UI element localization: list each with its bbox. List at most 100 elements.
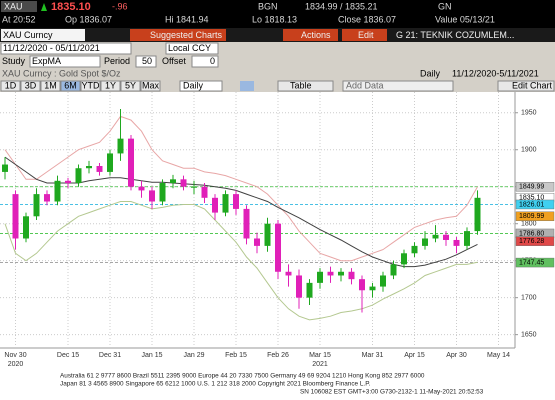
- period-button[interactable]: [60, 80, 81, 92]
- close: Close 1836.07: [338, 14, 396, 24]
- period-button-label: 1M: [44, 80, 57, 90]
- candle-body: [317, 271, 323, 283]
- candle-body: [390, 264, 397, 276]
- price-label: 1776.28: [519, 238, 544, 245]
- candle-body: [149, 190, 155, 202]
- offset-input[interactable]: [191, 55, 219, 68]
- time: At 20:52: [2, 14, 36, 24]
- ticker: XAU: [4, 1, 23, 11]
- period-button[interactable]: [80, 80, 101, 92]
- period-input[interactable]: [135, 55, 157, 68]
- candle-body: [348, 271, 355, 280]
- x-tick-label: Apr 30: [446, 352, 467, 359]
- high: Hi 1841.94: [165, 14, 209, 24]
- price-label-box: [515, 199, 555, 210]
- footer-line: SN 106082 EST GMT+3:00 G730-2132-1 11-Ma…: [300, 389, 484, 396]
- period-button[interactable]: [100, 80, 121, 92]
- x-tick-label: Mar 15: [309, 352, 331, 359]
- price-label: 1747.45: [519, 259, 544, 266]
- period-button[interactable]: [0, 80, 21, 92]
- candle-body: [170, 179, 176, 184]
- bid-ask: 1834.99 / 1835.21: [305, 1, 378, 11]
- price-label: 1835.10: [519, 195, 544, 202]
- candle-body: [65, 180, 71, 184]
- footer-line: Australia 61 2 9777 8600 Brazil 5511 239…: [60, 373, 425, 380]
- range-caption: 11/12/2020-5/11/2021: [452, 68, 539, 78]
- tool-button[interactable]: [240, 81, 254, 91]
- footer-line: Japan 81 3 4565 8900 Singapore 65 6212 1…: [60, 381, 371, 388]
- period-button-label: YTD: [82, 80, 101, 90]
- candle-body: [201, 186, 208, 198]
- candle-body: [222, 194, 229, 213]
- add-data-input[interactable]: [342, 80, 454, 92]
- candle-body: [380, 275, 386, 287]
- value-date: Value 05/13/21: [435, 14, 495, 24]
- period-button-label: 5Y: [125, 80, 136, 90]
- x-tick-label: Jan 29: [183, 352, 204, 359]
- candle-body: [327, 271, 334, 276]
- ticker-box[interactable]: [1, 1, 37, 12]
- period-label: Period: [104, 56, 130, 66]
- x-tick-label: Nov 30: [4, 352, 26, 359]
- offset-label: Offset: [162, 56, 186, 66]
- price-label-box: [515, 236, 555, 246]
- period-button[interactable]: [40, 80, 61, 92]
- candle-body: [75, 168, 82, 184]
- candle-body: [264, 223, 271, 246]
- currency-select[interactable]: [165, 42, 219, 55]
- candle-body: [243, 208, 250, 239]
- candle-body: [12, 194, 19, 239]
- candle-body: [96, 166, 103, 172]
- indicator-line: [4, 156, 478, 268]
- frequency-select[interactable]: [179, 80, 223, 92]
- menu-button[interactable]: [283, 29, 338, 41]
- candle-body: [180, 179, 187, 187]
- indicator-line: [4, 115, 478, 262]
- table-button[interactable]: [277, 80, 334, 92]
- last-price: 1835.10: [51, 1, 91, 13]
- price-label-box: [515, 211, 555, 222]
- candle-body: [23, 216, 29, 239]
- candle-body: [453, 239, 460, 246]
- table-label: Table: [290, 80, 312, 90]
- candle-body: [443, 234, 449, 240]
- candle-body: [212, 197, 218, 213]
- x-tick-label: May 14: [487, 352, 510, 359]
- period-button-label: 3D: [25, 80, 37, 90]
- period-button[interactable]: [140, 80, 161, 92]
- security: XAU Curncy: [3, 30, 53, 40]
- candle-body: [338, 271, 344, 276]
- x-tick-label: Feb 15: [225, 352, 247, 359]
- price-change: -.96: [112, 1, 128, 11]
- candle-body: [359, 279, 365, 291]
- source2: GN: [438, 1, 452, 11]
- open: Op 1836.07: [65, 14, 112, 24]
- low: Lo 1818.13: [252, 14, 297, 24]
- candle-body: [306, 282, 313, 298]
- menu-button[interactable]: [130, 29, 226, 41]
- period-button[interactable]: [20, 80, 41, 92]
- price-label: 1826.01: [519, 201, 544, 208]
- security-box[interactable]: [1, 29, 85, 41]
- x-tick-label: Apr 15: [404, 352, 425, 359]
- candle-body: [86, 166, 92, 169]
- candle-body: [117, 138, 124, 154]
- y-tick-label: 1800: [521, 221, 537, 228]
- period-button-label: 1Y: [105, 80, 116, 90]
- period-button[interactable]: [120, 80, 141, 92]
- period-button-label: Max: [142, 80, 160, 90]
- y-tick-label: 1650: [521, 331, 537, 338]
- candle-body: [464, 231, 470, 246]
- candle-body: [159, 183, 166, 202]
- x-tick-label: Dec 31: [99, 352, 121, 359]
- page-title: G 21: TEKNIK COZUMLEM...: [396, 30, 514, 40]
- menu-button[interactable]: [342, 29, 387, 41]
- price-label-box: [515, 182, 555, 192]
- study-select[interactable]: [29, 55, 101, 68]
- candle-body: [411, 245, 418, 254]
- edit-chart-button[interactable]: [497, 80, 555, 92]
- offset: 0: [210, 56, 215, 66]
- date-input[interactable]: [0, 42, 132, 55]
- quote-bar: [0, 0, 555, 28]
- candle-body: [401, 253, 407, 265]
